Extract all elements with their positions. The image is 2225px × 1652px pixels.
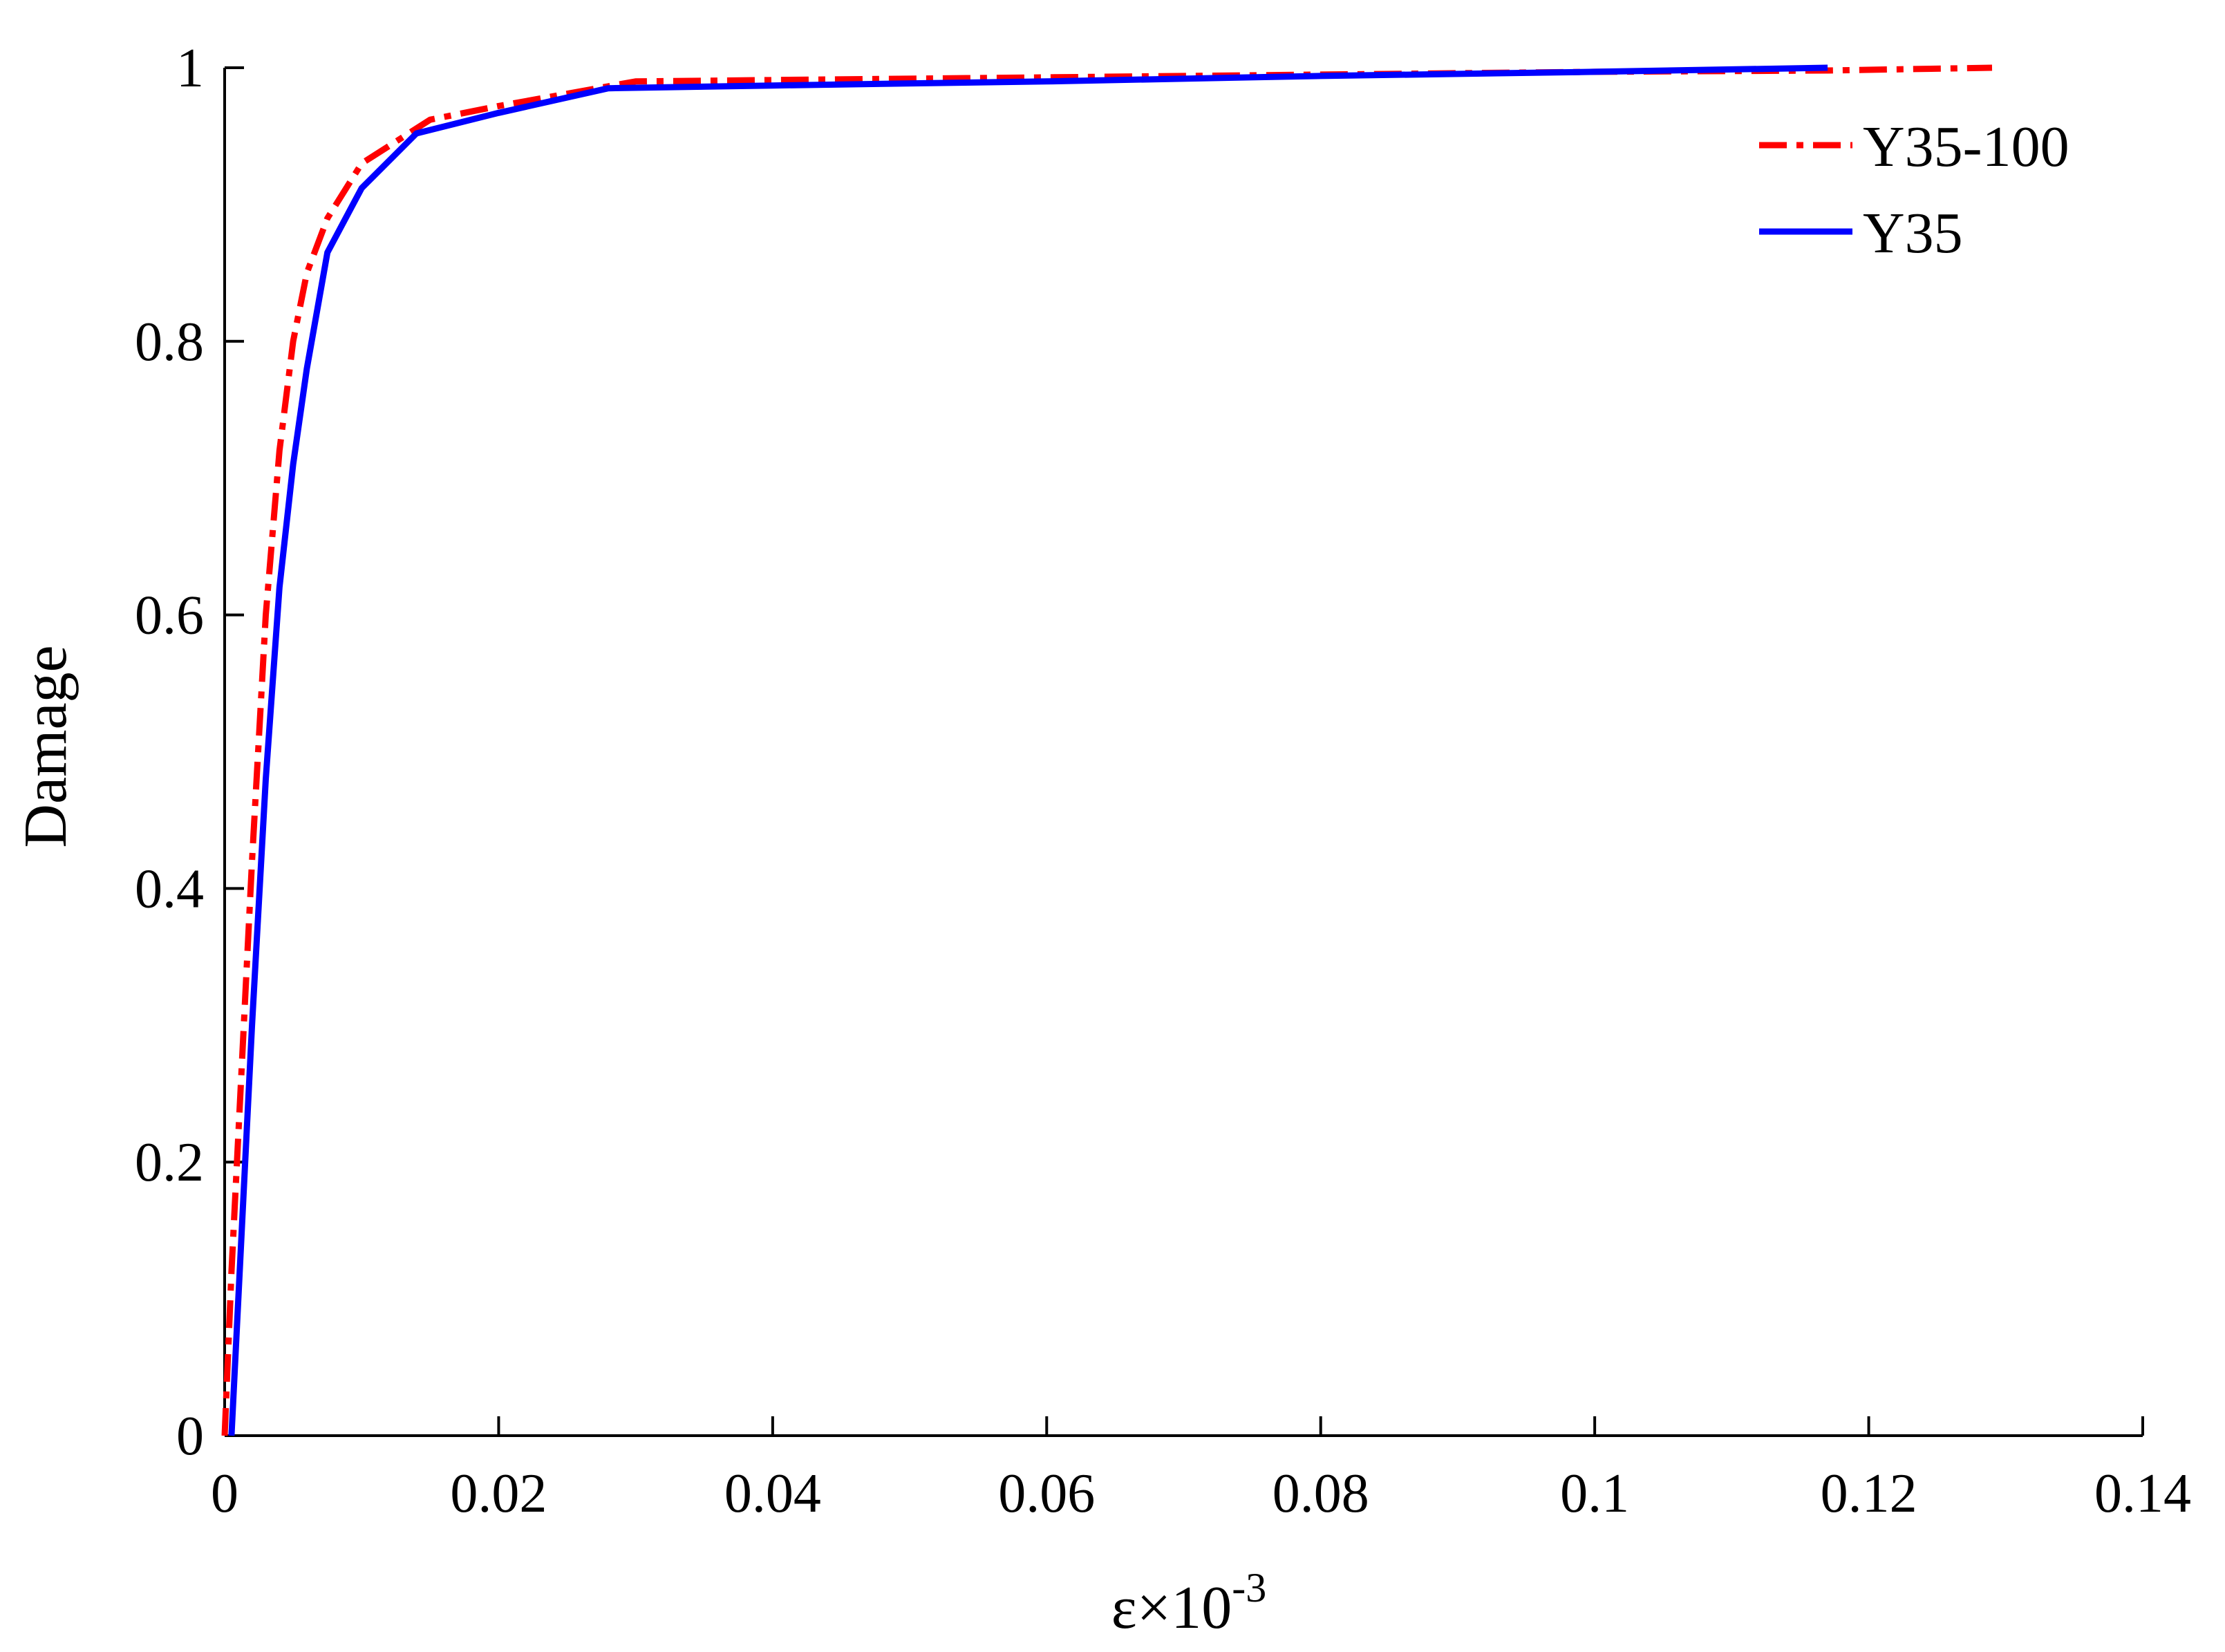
- x-tick-label: 0.14: [2094, 1463, 2191, 1524]
- y-tick-label: 0: [176, 1406, 204, 1467]
- axes: [223, 68, 2143, 1437]
- legend-label-y35-100: Y35-100: [1863, 115, 2069, 179]
- y-ticks: 0 0.2 0.4 0.6 0.8 1: [135, 38, 244, 1467]
- x-axis-label-base: ε×10: [1111, 1575, 1232, 1642]
- x-tick-label: 0.02: [450, 1463, 547, 1524]
- legend-label-y35: Y35: [1863, 201, 1963, 265]
- series-layer: [221, 64, 1993, 1436]
- x-tick-label: 0.06: [998, 1463, 1095, 1524]
- y-tick-label: 0.6: [135, 585, 204, 646]
- series-line-y35: [228, 64, 1828, 1436]
- series-line-y35-100: [221, 64, 1993, 1436]
- y-tick-label: 0.2: [135, 1132, 204, 1193]
- x-tick-label: 0.12: [1821, 1463, 1917, 1524]
- x-tick-label: 0: [211, 1463, 238, 1524]
- x-axis-label-exponent: -3: [1232, 1565, 1266, 1611]
- x-ticks: 0 0.02 0.04 0.06 0.08 0.1 0.12 0.14: [211, 1416, 2191, 1524]
- y-axis-label: Damage: [12, 645, 79, 847]
- y-tick-label: 0.8: [135, 312, 204, 373]
- x-tick-label: 0.08: [1273, 1463, 1369, 1524]
- legend: Y35-100 Y35: [1759, 115, 2069, 265]
- x-tick-label: 0.1: [1560, 1463, 1629, 1524]
- y-tick-label: 1: [176, 38, 204, 99]
- x-tick-label: 0.04: [724, 1463, 821, 1524]
- x-axis-label: ε×10-3: [1111, 1565, 1267, 1642]
- y-tick-label: 0.4: [135, 858, 204, 919]
